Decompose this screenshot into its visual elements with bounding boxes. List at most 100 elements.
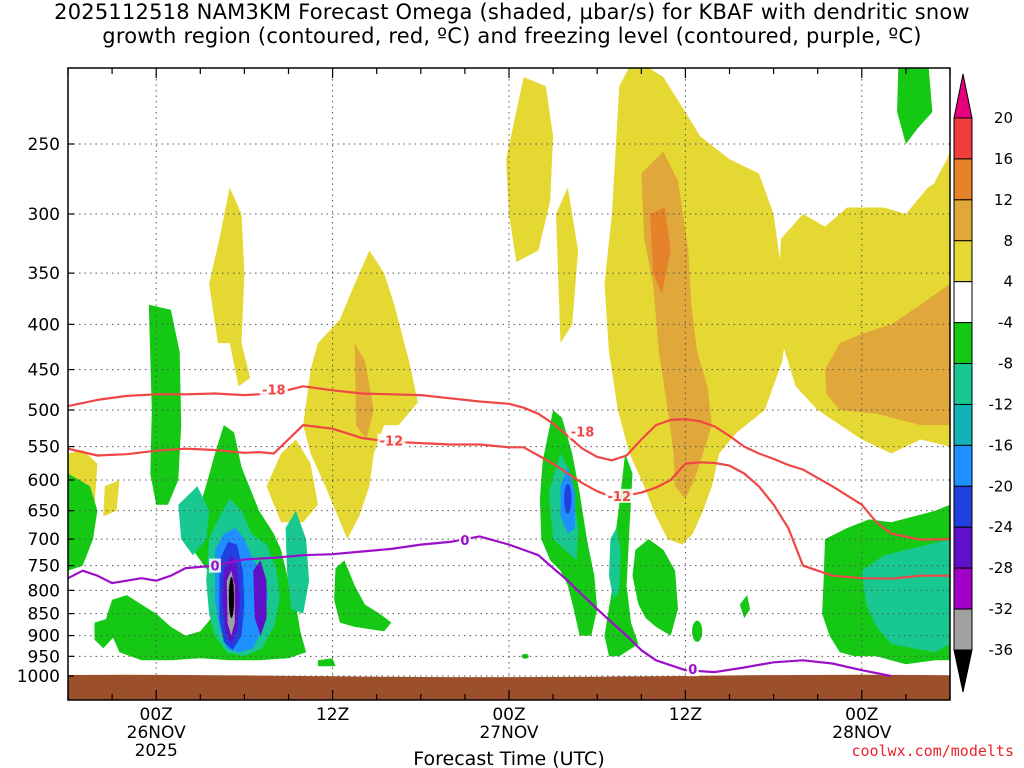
colorbar-bottom-arrow: [953, 649, 973, 693]
colorbar-label-4: 4: [1003, 273, 1013, 291]
chart-title-line1: 2025112518 NAM3KM Forecast Omega (shaded…: [54, 0, 970, 24]
colorbar-label--8: -8: [998, 355, 1013, 373]
contour-label-2: -18: [571, 425, 595, 440]
colorbar-band--36--32: [953, 608, 973, 651]
contour-label-bg-4: [209, 558, 221, 573]
omega-shading: [68, 68, 950, 667]
colorbar-label--12: -12: [989, 395, 1014, 413]
green-dot-27nov-12z: [692, 620, 703, 642]
yellow-band-26nov-upper: [209, 187, 251, 387]
contour-label-bg-6: [686, 662, 699, 677]
y-tick-label-250: 250: [28, 135, 60, 155]
contour-label-bg-2: [568, 424, 597, 439]
orange-core-26nov-14z: [354, 343, 374, 440]
black-core-26nov-06z: [228, 576, 235, 619]
contour-label-bg-0: [259, 382, 288, 397]
colorbar-label-16: 16: [994, 150, 1013, 168]
y-tick-label-950: 950: [28, 647, 60, 667]
y-tick-label-450: 450: [28, 361, 60, 381]
green-sliver-26nov-12z: [317, 658, 336, 667]
yellow-band-26nov-10z: [266, 439, 318, 523]
x-tick-label-24-0: 00Z: [492, 705, 525, 725]
y-tick-label-800: 800: [28, 581, 60, 601]
colorbar-band--4-4: [953, 281, 973, 324]
colorbar-label--32: -32: [989, 600, 1014, 618]
purple-core-26nov-07z: [253, 560, 267, 636]
y-tick-label-650: 650: [28, 502, 60, 522]
chart-title-line2: growth region (contoured, red, ºC) and f…: [102, 24, 922, 48]
contour-label-5: 0: [460, 534, 469, 549]
contour-label-bg-1: [377, 433, 406, 448]
credit-link[interactable]: coolwx.com/modelts: [851, 742, 1014, 760]
x-tick-label-48-1: 28NOV: [832, 723, 891, 743]
y-tick-label-1000: 1000: [17, 667, 60, 687]
contour-label-0: -18: [262, 383, 286, 398]
colorbar-band-4-8: [953, 240, 973, 283]
y-tick-label-750: 750: [28, 557, 60, 577]
x-tick-label-48-0: 00Z: [845, 705, 878, 725]
colorbar-band--28--24: [953, 526, 973, 569]
ground-layer: [68, 674, 950, 700]
colorbar: 20 16 12 8 4 -4 -8 -12 -16 -20 -24 -28 -32 -36: [953, 73, 1014, 693]
colorbar-top-arrow: [953, 73, 973, 119]
x-tick-label-0-1: 26NOV: [127, 723, 186, 743]
colorbar-band-12-16: [953, 158, 973, 201]
teal-patch-27nov-07z: [609, 528, 621, 600]
x-axis-label: Forecast Time (UTC): [413, 748, 604, 768]
y-tick-label-700: 700: [28, 530, 60, 550]
teal-cell-28nov: [861, 539, 950, 653]
green-column-26nov-00z: [148, 304, 182, 505]
colorbar-band--24--20: [953, 485, 973, 528]
x-tick-label-12-0: 12Z: [316, 705, 349, 725]
x-tick-label-24-1: 27NOV: [479, 723, 538, 743]
yellow-band-left-2: [103, 480, 120, 517]
teal-patch-26nov-02z: [178, 486, 210, 556]
contour-labels: -18 -12 -18 -12 0 0 0: [209, 382, 699, 678]
contour-label-1: -12: [380, 435, 404, 450]
green-cell-27nov-08z: [604, 453, 639, 657]
x-tick-label-0-0: 00Z: [140, 705, 173, 725]
colorbar-band--32--28: [953, 567, 973, 610]
x-tick-label-36-0: 12Z: [669, 705, 702, 725]
pressure-axis: 2503003504004505005506006507007508008509…: [17, 135, 74, 687]
colorbar-label--4: -4: [998, 314, 1013, 332]
contour-label-4: 0: [210, 560, 219, 575]
colorbar-label--36: -36: [989, 641, 1014, 659]
grid-lines: [68, 68, 950, 700]
y-tick-label-900: 900: [28, 627, 60, 647]
green-patch-28nov-top: [897, 68, 933, 144]
colorbar-label--24: -24: [989, 518, 1014, 536]
chart-title: 2025112518 NAM3KM Forecast Omega (shaded…: [0, 0, 1024, 48]
teal-patch-26nov-09z: [285, 510, 310, 614]
colorbar-label--20: -20: [989, 477, 1014, 495]
y-tick-label-400: 400: [28, 315, 60, 335]
contour-label-6: 0: [688, 663, 697, 678]
red-orange-core-27nov-12z: [650, 207, 671, 295]
yellow-edge-28nov-right: [923, 151, 950, 284]
colorbar-label-8: 8: [1003, 232, 1013, 250]
colorbar-band-16-20: [953, 117, 973, 160]
colorbar-label--16: -16: [989, 436, 1014, 454]
colorbar-label-20: 20: [994, 109, 1013, 127]
contour-label-3: -12: [608, 490, 632, 505]
darkblue-core-27nov-04z: [564, 483, 572, 514]
orange-band-28nov: [825, 283, 950, 426]
colorbar-label--28: -28: [989, 559, 1014, 577]
x-tick-label-0-2: 2025: [135, 741, 178, 761]
green-blob-left: [94, 618, 115, 649]
contour-freezing-level: [68, 535, 892, 678]
colorbar-band-8-12: [953, 199, 973, 242]
contour-label-bg-3: [605, 488, 634, 503]
colorbar-band--8--4: [953, 322, 973, 365]
yellow-band-27nov-02z: [506, 77, 554, 262]
colorbar-band--20--16: [953, 444, 973, 487]
contour-minus12: [68, 424, 950, 580]
green-band-left: [68, 473, 98, 571]
green-cell-27nov-10z: [632, 539, 678, 636]
contour-label-bg-5: [458, 532, 471, 547]
green-dot-27nov-15z: [739, 595, 751, 619]
y-tick-label-350: 350: [28, 264, 60, 284]
y-tick-label-850: 850: [28, 605, 60, 625]
